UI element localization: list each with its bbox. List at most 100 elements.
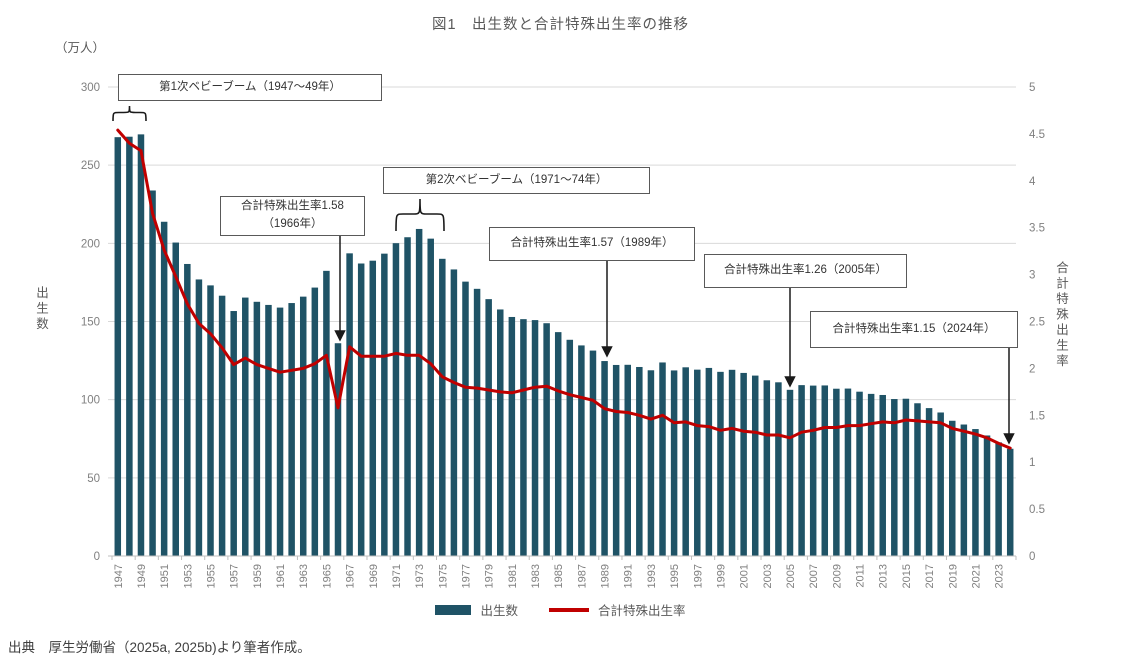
svg-text:0: 0: [1029, 551, 1035, 563]
bar: [798, 385, 805, 556]
svg-text:300: 300: [81, 82, 100, 94]
arrow-1989-icon: [601, 259, 613, 358]
annotation-first-baby-boom: 第1次ベビーブーム（1947～49年）: [118, 74, 382, 101]
bar: [346, 253, 353, 556]
legend-line-label: 合計特殊出生率: [598, 604, 686, 618]
svg-text:1985: 1985: [553, 564, 565, 588]
svg-text:1969: 1969: [368, 564, 380, 588]
svg-text:1.5: 1.5: [1029, 410, 1045, 422]
bar: [497, 309, 504, 556]
bar: [184, 263, 191, 556]
svg-text:1989: 1989: [600, 564, 612, 588]
bar: [276, 307, 284, 556]
bar: [554, 332, 562, 556]
legend-bar-label: 出生数: [480, 604, 518, 618]
arrow-2024-icon: [1003, 346, 1015, 445]
bar: [450, 269, 458, 556]
source-note: 出典 厚生労働省（2025a, 2025b)より筆者作成。: [8, 640, 311, 655]
bar: [242, 297, 249, 556]
bar: [624, 364, 631, 556]
bar: [473, 288, 481, 556]
bar: [520, 319, 527, 556]
bar: [659, 362, 666, 556]
arrow-1966-icon: [334, 234, 346, 342]
right-axis-title: 合計特殊出生率: [1054, 261, 1068, 370]
bar: [334, 343, 342, 556]
bar: [995, 442, 1002, 556]
svg-text:1973: 1973: [414, 564, 426, 588]
bar: [728, 369, 736, 556]
svg-text:2019: 2019: [947, 564, 959, 588]
x-axis-year-labels: 1947 1949 1951 1953 1955 1957 1959 1961 1963 1965…: [113, 564, 1006, 588]
bar: [763, 380, 771, 556]
bar: [809, 385, 817, 556]
bar: [694, 369, 701, 556]
bar: [439, 258, 446, 556]
svg-text:2023: 2023: [994, 564, 1006, 588]
brace-boom2-icon: [395, 198, 445, 232]
svg-text:2003: 2003: [762, 564, 774, 588]
svg-text:3.5: 3.5: [1029, 223, 1045, 235]
bar: [369, 260, 377, 556]
bar: [914, 403, 921, 556]
bar: [404, 237, 411, 557]
svg-text:1971: 1971: [391, 564, 403, 588]
svg-text:1987: 1987: [576, 564, 588, 588]
svg-text:2007: 2007: [808, 564, 820, 588]
bar: [207, 285, 214, 556]
legend-bar-swatch-icon: [435, 604, 472, 615]
bar: [647, 370, 655, 556]
svg-text:1949: 1949: [136, 564, 148, 588]
svg-text:2015: 2015: [901, 564, 913, 588]
fertility-line: [116, 128, 1012, 450]
bar: [392, 243, 400, 556]
svg-text:1951: 1951: [159, 564, 171, 588]
svg-text:0.5: 0.5: [1029, 504, 1045, 516]
bar: [589, 350, 597, 556]
svg-text:150: 150: [81, 317, 100, 329]
svg-text:1: 1: [1029, 457, 1035, 469]
bar: [972, 429, 979, 556]
svg-text:2009: 2009: [831, 564, 843, 588]
bar: [566, 339, 574, 556]
bar: [1006, 448, 1014, 556]
svg-text:1965: 1965: [321, 564, 333, 588]
svg-text:250: 250: [81, 160, 100, 172]
svg-text:1947: 1947: [113, 564, 125, 588]
bar: [867, 393, 875, 556]
svg-text:1955: 1955: [206, 564, 218, 588]
left-axis-unit-label: （万人）: [55, 41, 106, 55]
svg-text:2021: 2021: [970, 564, 982, 588]
bar: [891, 399, 898, 556]
bar: [682, 367, 689, 556]
svg-text:100: 100: [81, 395, 100, 407]
bar: [786, 389, 794, 556]
bar: [230, 311, 237, 556]
svg-text:2005: 2005: [785, 564, 797, 588]
svg-text:2011: 2011: [855, 564, 867, 588]
svg-text:1999: 1999: [715, 564, 727, 588]
bar: [925, 408, 933, 556]
svg-text:1991: 1991: [623, 564, 635, 588]
annotation-tfr-1989: 合計特殊出生率1.57（1989年）: [489, 227, 695, 261]
svg-text:2017: 2017: [924, 564, 936, 588]
left-axis-title: 出生数: [34, 286, 48, 333]
svg-text:1997: 1997: [692, 564, 704, 588]
bar: [833, 388, 840, 556]
bar: [531, 320, 539, 556]
svg-text:1979: 1979: [484, 564, 496, 588]
svg-text:50: 50: [87, 473, 100, 485]
bar: [902, 398, 910, 556]
svg-text:1963: 1963: [298, 564, 310, 588]
bar: [137, 134, 145, 556]
bar: [172, 242, 179, 557]
bar: [323, 270, 330, 556]
brace-boom1-icon: [112, 105, 147, 122]
bar: [508, 316, 516, 556]
svg-text:200: 200: [81, 238, 100, 250]
bar: [705, 367, 713, 556]
bar: [462, 281, 469, 556]
bar: [670, 370, 678, 556]
